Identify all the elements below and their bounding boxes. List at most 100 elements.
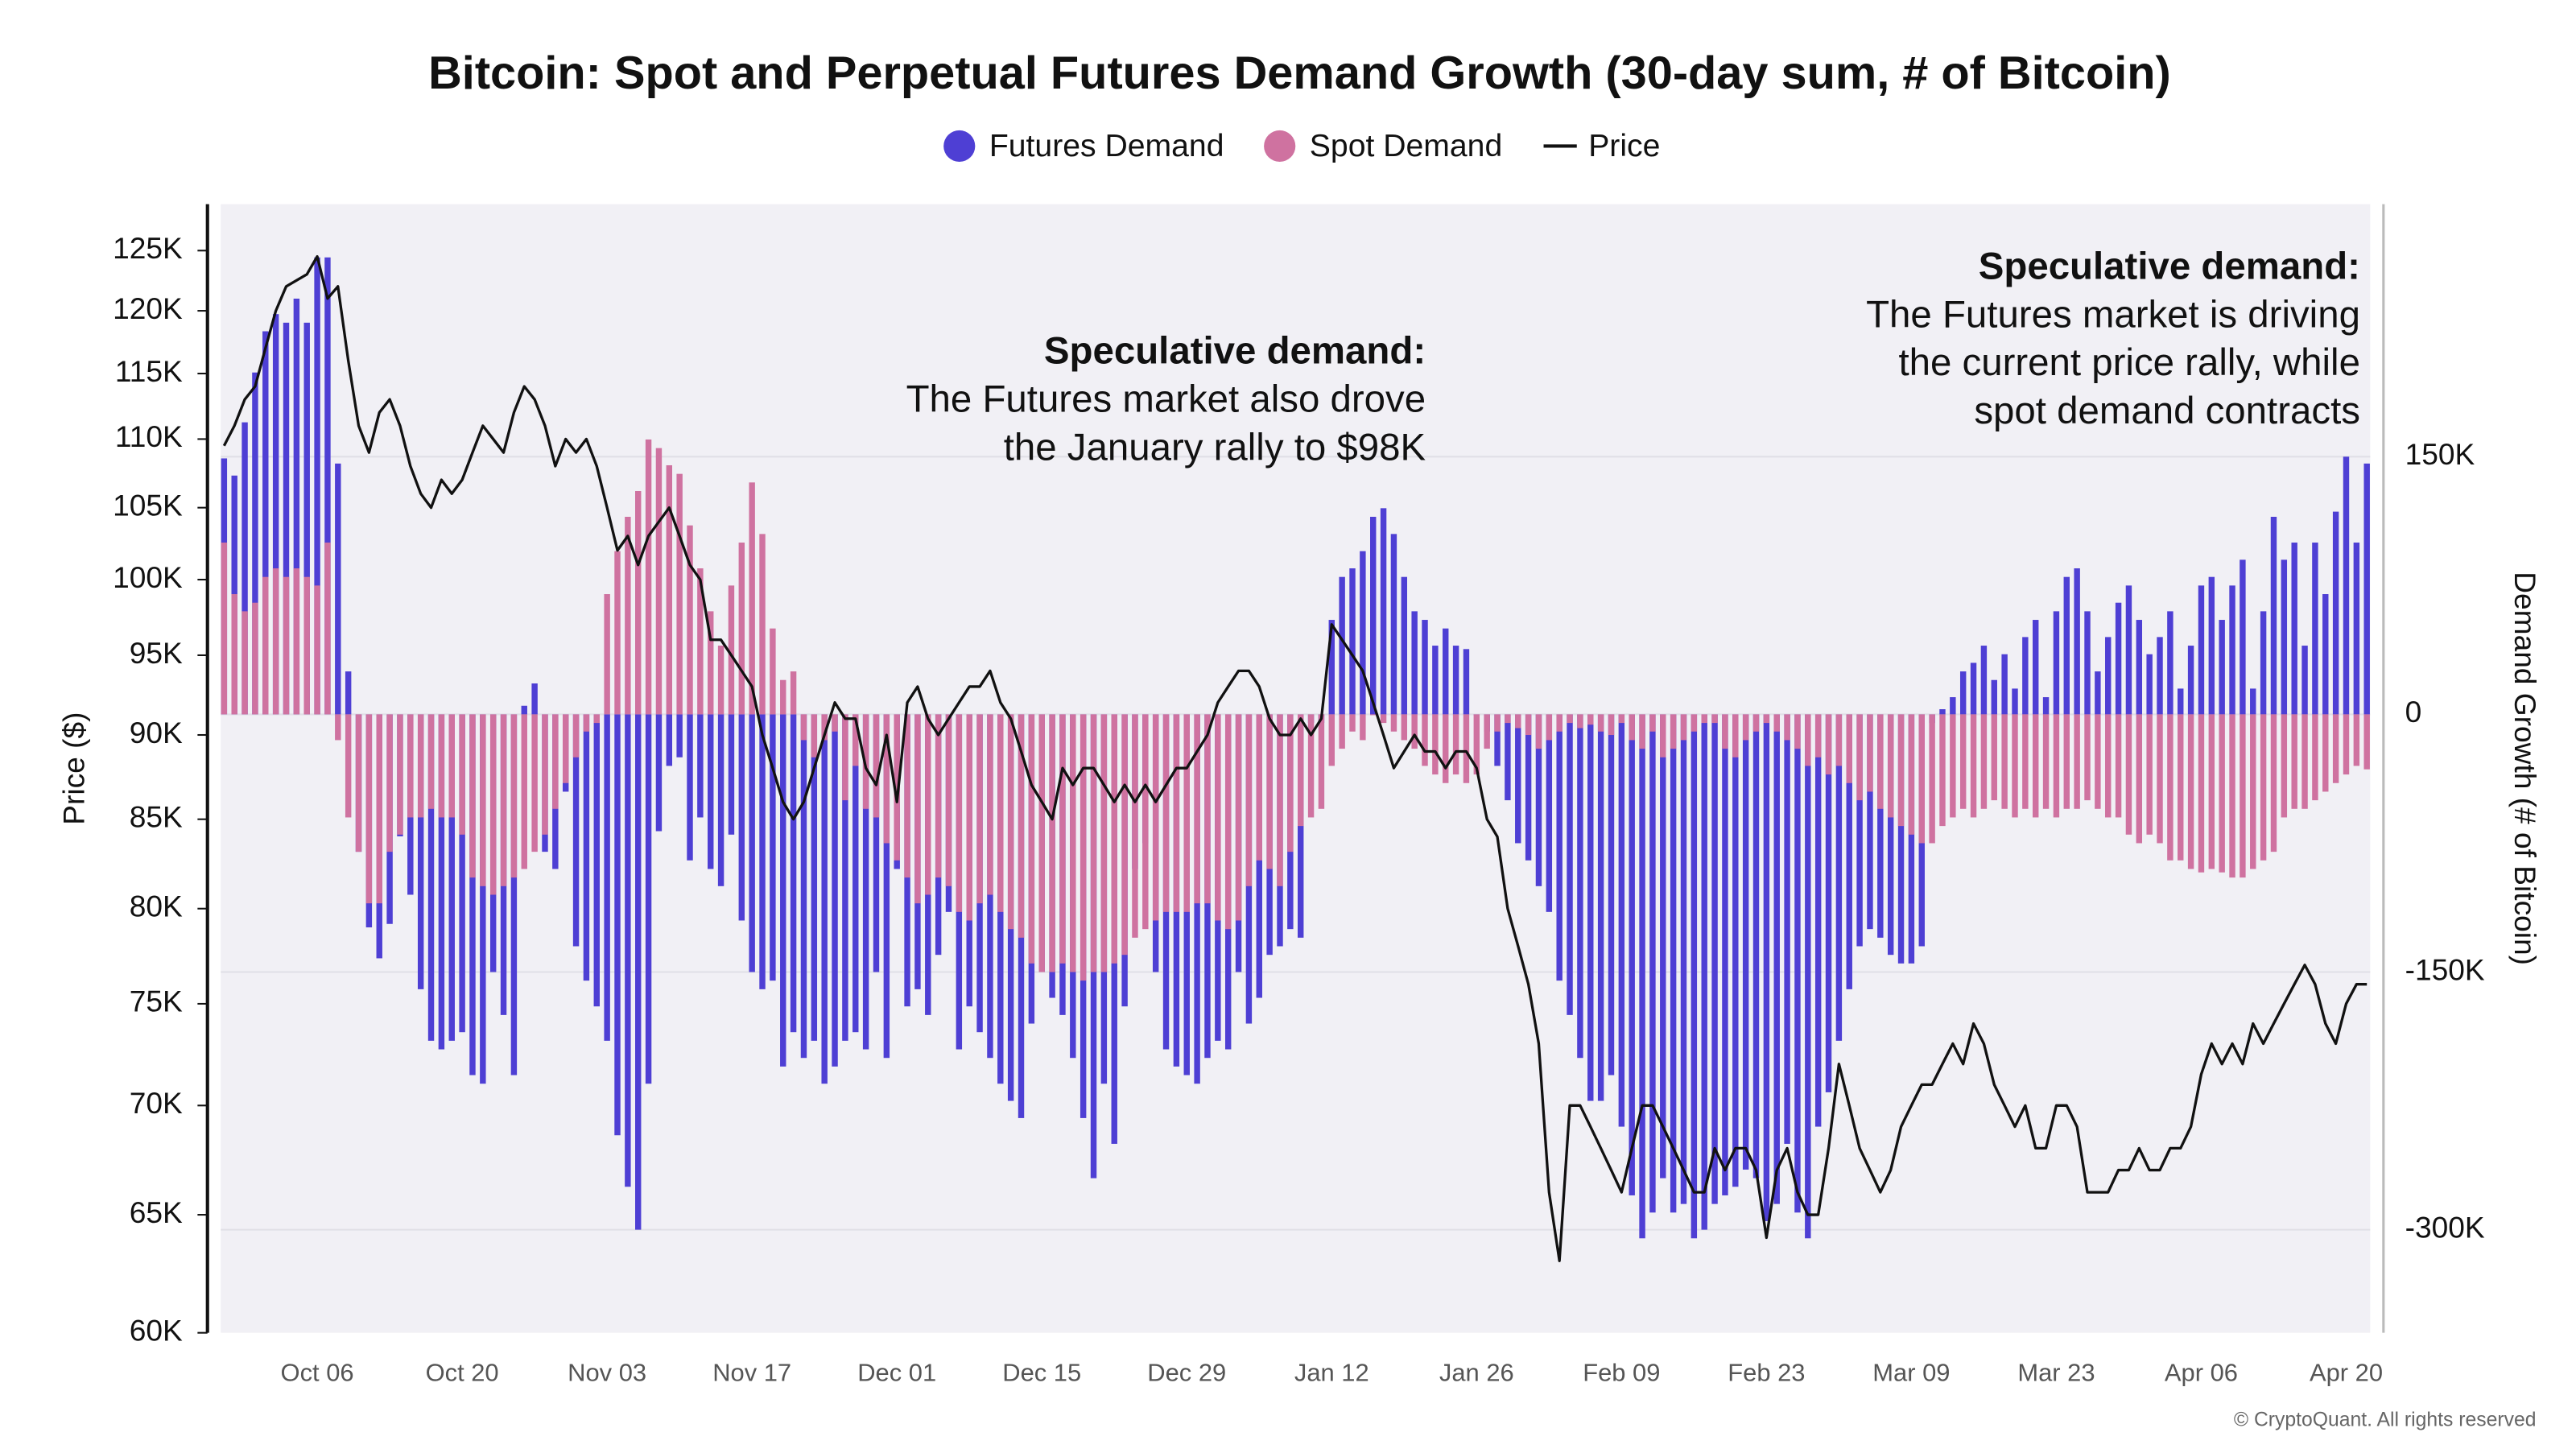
bar [687,525,693,715]
bar [738,543,745,715]
bar [1297,714,1304,938]
bar [832,714,838,1067]
bar [1463,649,1470,715]
bar [1100,714,1108,972]
bar [2105,637,2112,715]
bar [666,464,673,715]
bar [2291,714,2297,809]
bar [1059,714,1066,964]
bar [521,714,527,869]
bar [2042,697,2050,715]
bar [1639,714,1645,749]
bar [1432,646,1439,715]
x-tick-label: Oct 20 [426,1358,499,1386]
bar [2074,568,2080,715]
bar [2260,714,2267,861]
bar [842,714,848,1041]
bar [780,679,786,715]
bar [759,534,766,715]
bar [314,257,320,715]
bar [2250,688,2256,715]
bar [790,671,797,715]
bar [480,714,486,886]
bar [1970,714,1977,818]
bar [2260,611,2267,715]
bar [873,714,880,818]
bar [583,714,590,981]
bar [324,257,331,715]
bar [728,714,735,835]
bar [2001,654,2008,715]
bar [635,490,642,715]
bar [1556,714,1563,732]
bar [1846,714,1852,783]
bar [1970,663,1977,715]
bar [1856,714,1863,947]
bar [2363,714,2370,770]
y-axis-label: Price ($) [57,712,91,825]
x-tick-label: Apr 20 [2310,1358,2383,1386]
y-tick-label: 60K [130,1313,183,1347]
bar [1773,714,1780,732]
bar [2343,714,2350,775]
y-tick-label: 65K [130,1195,183,1229]
bar [614,551,621,715]
bar [1680,714,1687,741]
bar [1422,620,1428,715]
bar [2281,714,2288,818]
bar [1390,534,1397,715]
bar [1908,714,1915,964]
bar [335,714,341,741]
x-tick-label: Feb 09 [1583,1358,1660,1386]
bar [842,714,848,801]
bar [1173,714,1180,912]
bar [1825,714,1832,1092]
bar [728,585,735,715]
bar [1577,714,1583,1059]
bar [1877,714,1884,938]
bar [2074,714,2080,809]
bar [521,705,527,715]
bar [1763,714,1770,1221]
bar [821,714,828,741]
bar [469,714,476,1075]
bar [345,714,352,818]
bar [1629,714,1635,1195]
legend-label[interactable]: Spot Demand [1310,129,1502,163]
y2-tick-label: 0 [2405,695,2422,729]
bar [625,517,631,715]
bar [1070,714,1076,972]
bar [2198,714,2205,873]
bar [811,714,818,757]
bar [510,714,518,878]
bar [365,714,373,904]
bar [1525,714,1532,736]
bar [1897,714,1905,827]
bar [552,714,559,809]
bar [1805,714,1811,1239]
bar [2125,585,2132,715]
bar [1629,714,1635,741]
bar [1132,714,1138,938]
bar [1991,679,1997,715]
bar [1814,714,1822,757]
legend-label[interactable]: Price [1588,129,1660,163]
bar [1567,714,1573,724]
y-tick-label: 75K [130,984,183,1018]
legend-label[interactable]: Futures Demand [989,129,1224,163]
bar [1370,517,1377,715]
bar [2084,714,2091,801]
bar [1567,714,1573,1015]
y-tick-label: 115K [115,354,183,388]
bar [1452,714,1459,775]
bar [1980,714,1988,809]
bar [1722,714,1728,1195]
bar [894,714,900,861]
bar [749,714,755,972]
bar [272,568,279,715]
bar [1432,714,1439,775]
bar [1484,714,1490,749]
bar [2353,714,2360,766]
bar [1401,576,1408,715]
